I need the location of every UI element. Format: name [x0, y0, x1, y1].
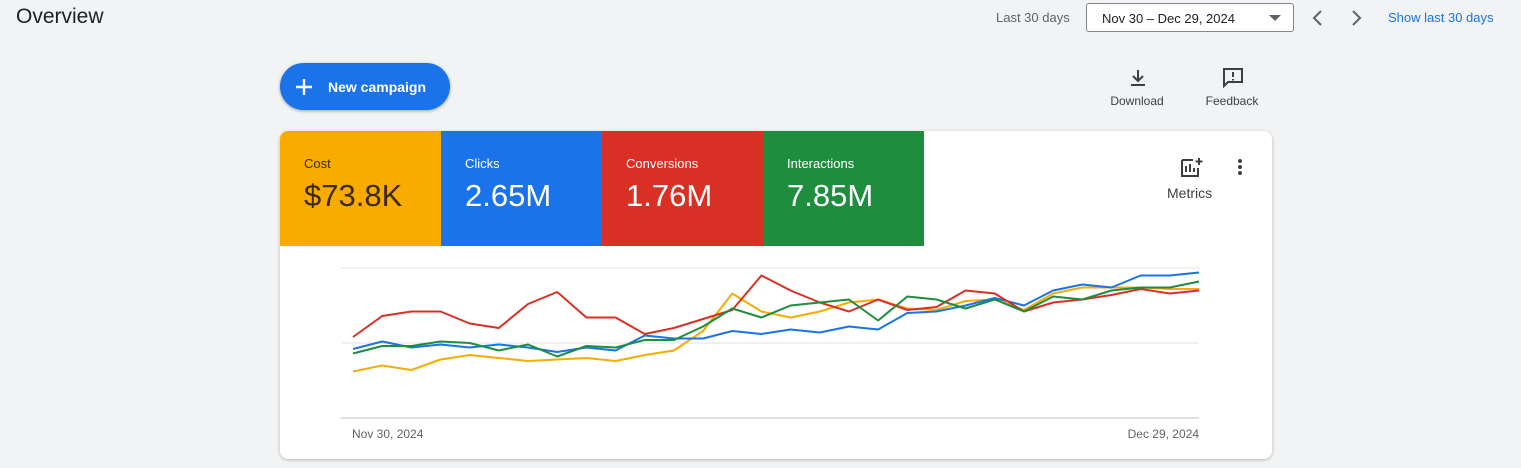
- series-line: [352, 271, 1200, 353]
- metric-value: $73.8K: [304, 178, 403, 213]
- nav-arrows[interactable]: [1308, 8, 1368, 28]
- download-icon[interactable]: [1128, 68, 1148, 88]
- series-line: [352, 280, 1200, 358]
- range-label: Last 30 days: [996, 10, 1070, 25]
- metric-tile[interactable]: Clicks 2.65M: [441, 131, 602, 246]
- metric-tile[interactable]: Cost $73.8K: [280, 131, 441, 246]
- series-line: [352, 286, 1199, 373]
- metric-label: Cost: [304, 156, 331, 171]
- metric-value: 7.85M: [787, 178, 874, 213]
- date-range-dropdown[interactable]: Nov 30 – Dec 29, 2024: [1086, 3, 1294, 32]
- metric-label: Interactions: [787, 156, 855, 171]
- show-last-link[interactable]: Show last 30 days: [1388, 10, 1494, 25]
- plus-icon: [296, 79, 312, 95]
- date-range: Nov 30 – Dec 29, 2024: [1102, 11, 1235, 26]
- new-campaign-label: New campaign: [328, 79, 427, 95]
- metrics-button-label[interactable]: Metrics: [1167, 185, 1213, 201]
- line-chart: Nov 30, 2024 Dec 29, 2024: [341, 267, 1200, 441]
- series-line: [352, 274, 1200, 338]
- metric-value: 1.76M: [626, 178, 713, 213]
- metric-tile[interactable]: Interactions 7.85M: [763, 131, 924, 246]
- feedback-label[interactable]: Feedback: [1205, 94, 1259, 108]
- page-title: Overview: [16, 5, 104, 28]
- download-label[interactable]: Download: [1110, 94, 1164, 108]
- x-tick-label: Nov 30, 2024: [352, 427, 424, 441]
- metric-tile[interactable]: Conversions 1.76M: [602, 131, 763, 246]
- metric-label: Clicks: [465, 156, 500, 171]
- metric-value: 2.65M: [465, 178, 552, 213]
- x-tick-label: Dec 29, 2024: [1128, 427, 1200, 441]
- new-campaign-button[interactable]: New campaign: [280, 63, 450, 110]
- metric-label: Conversions: [626, 156, 699, 171]
- dropdown-arrow: [1269, 15, 1281, 21]
- metrics-icon[interactable]: [1180, 156, 1204, 178]
- more-menu[interactable]: [1236, 158, 1244, 176]
- feedback-icon[interactable]: [1222, 67, 1244, 89]
